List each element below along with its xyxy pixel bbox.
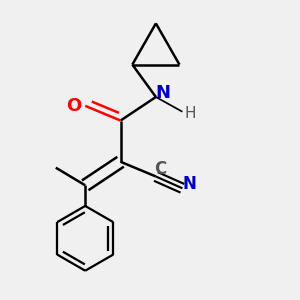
Text: C: C: [154, 160, 167, 178]
Text: N: N: [183, 175, 197, 193]
Text: N: N: [156, 84, 171, 102]
Text: O: O: [66, 97, 81, 115]
Text: H: H: [184, 106, 196, 121]
